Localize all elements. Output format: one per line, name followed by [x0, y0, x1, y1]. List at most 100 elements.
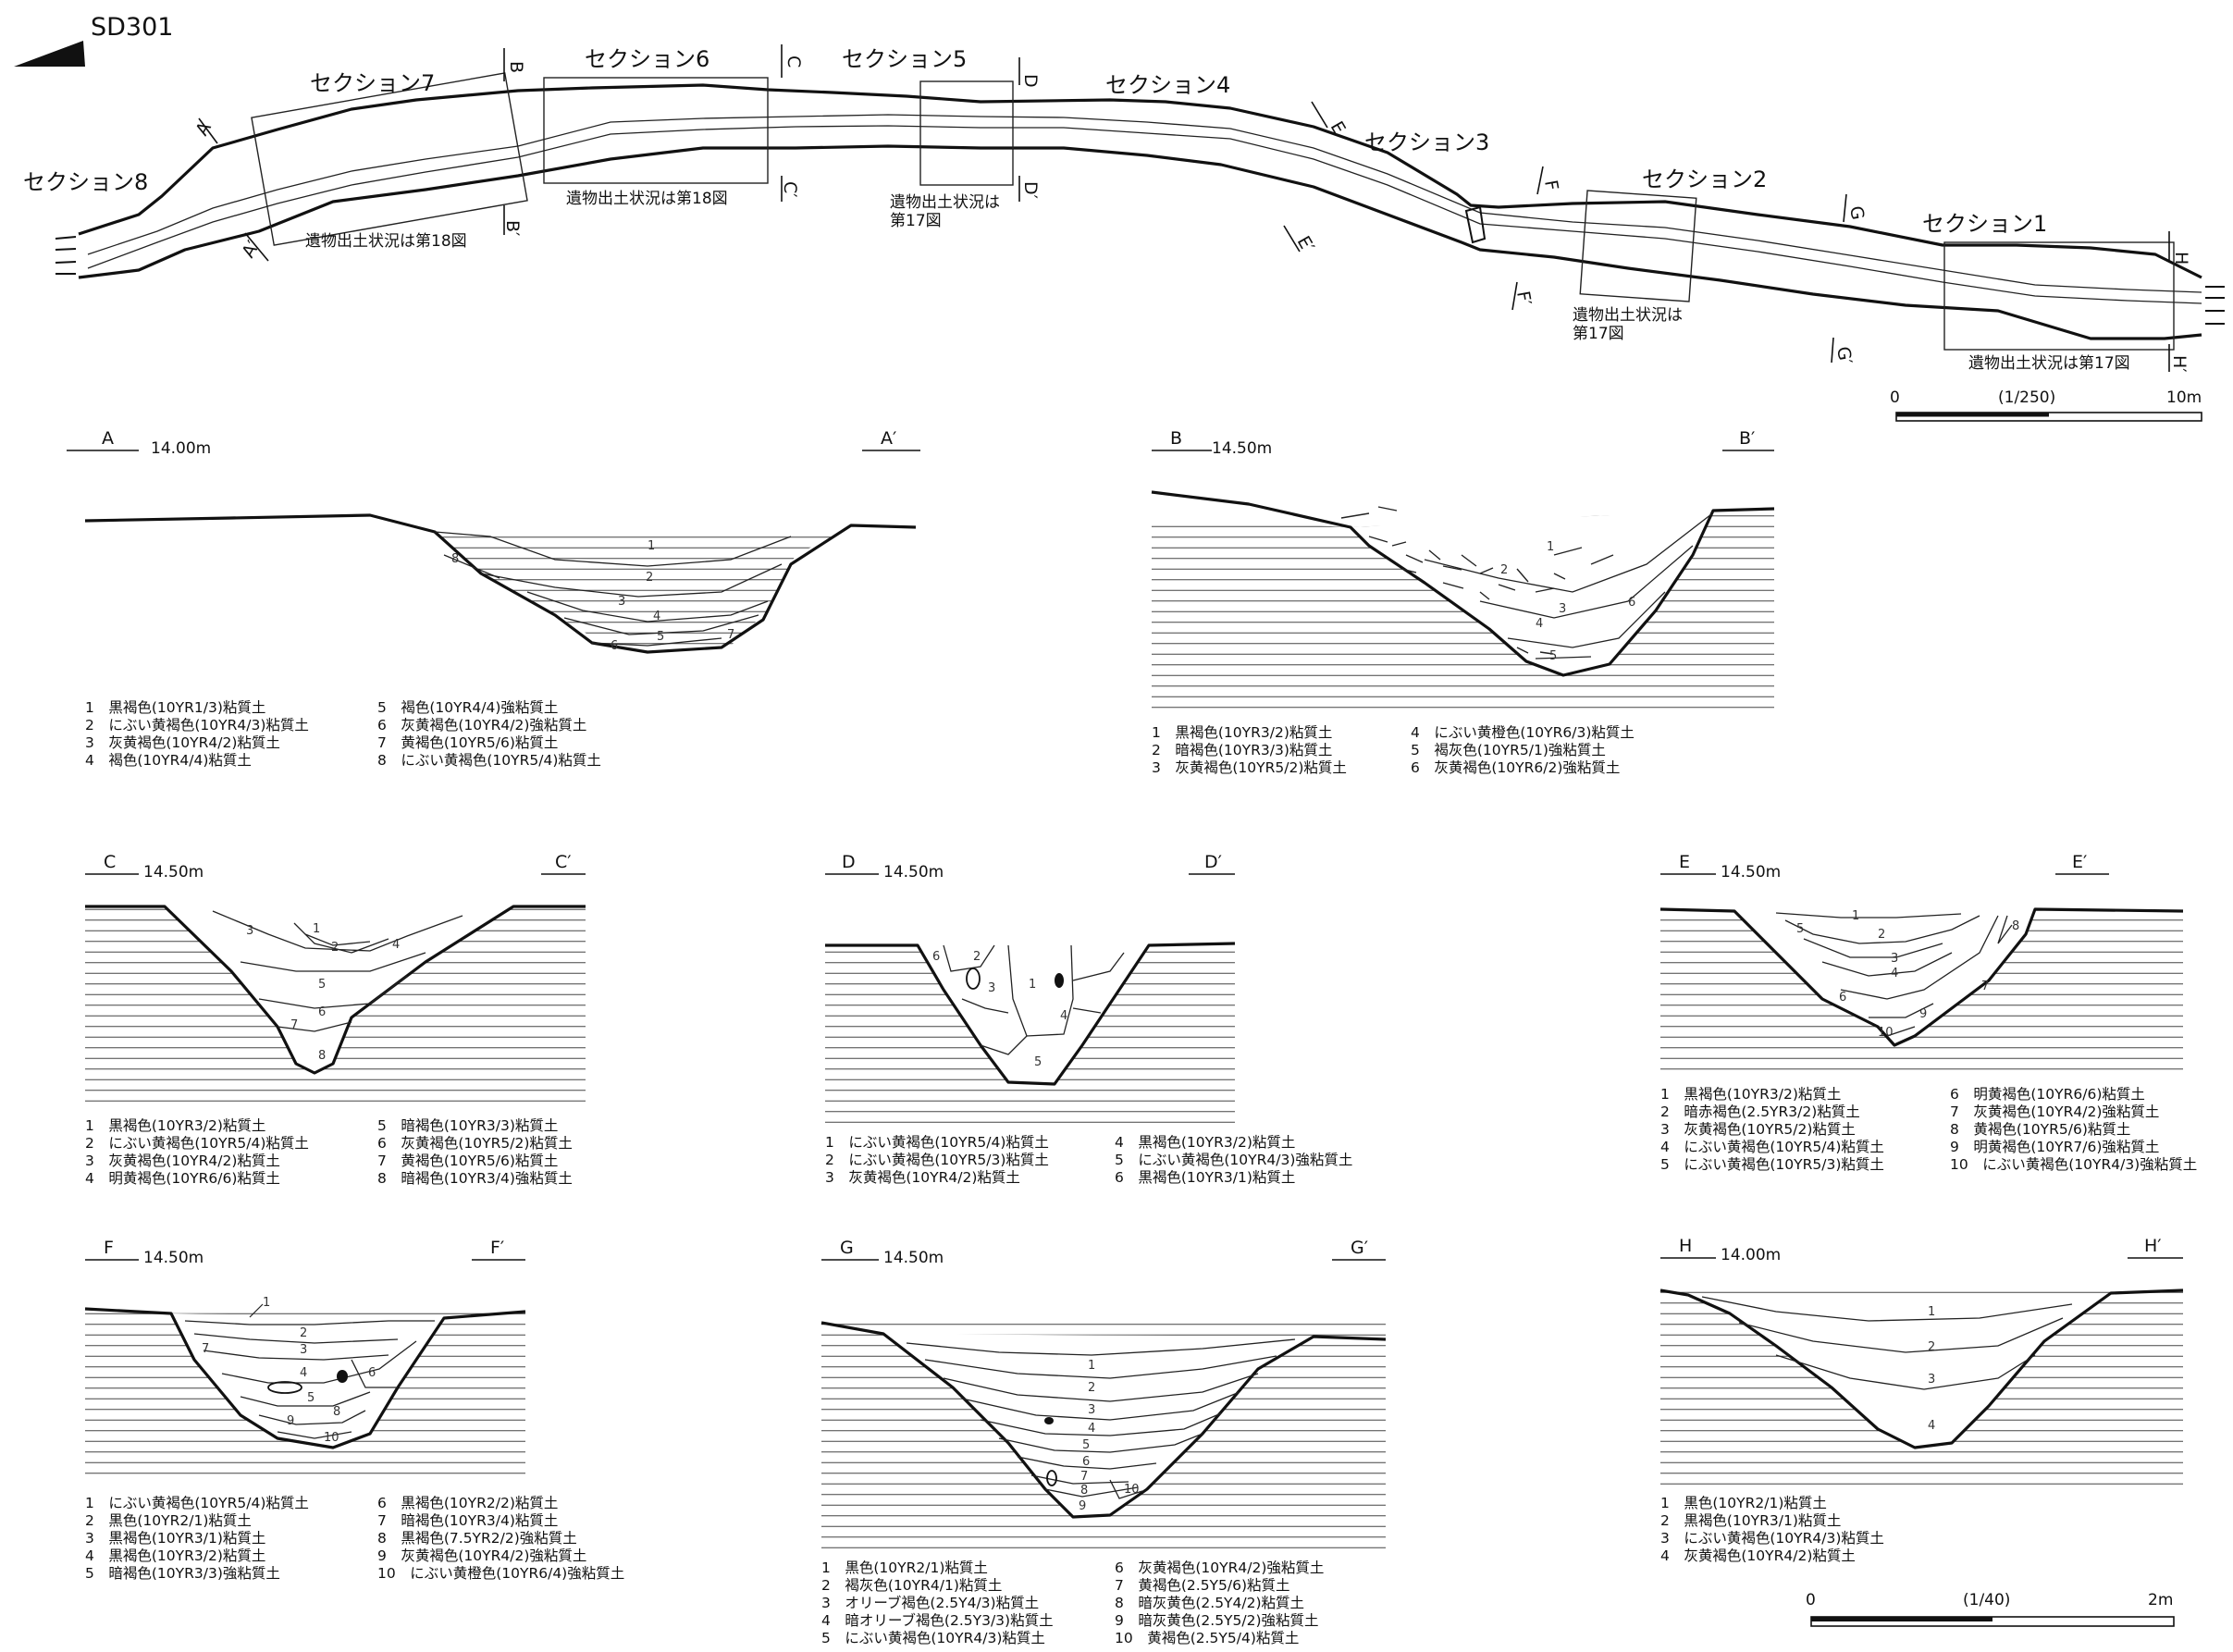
svg-text:10 黄褐色(2.5Y5/4)粘質土: 10 黄褐色(2.5Y5/4)粘質土 [1115, 1630, 1299, 1646]
svg-text:2 黒褐色(10YR3/1)粘質土: 2 黒褐色(10YR3/1)粘質土 [1660, 1512, 1841, 1529]
svg-text:6: 6 [1628, 596, 1635, 610]
svg-text:10m: 10m [2166, 388, 2202, 407]
layer-numbers: 1 2 3 4 5 6 7 8 [246, 922, 400, 1063]
svg-text:1 黒褐色(10YR1/3)粘質土: 1 黒褐色(10YR1/3)粘質土 [85, 699, 265, 716]
svg-text:4 灰黄褐色(10YR4/2)粘質土: 4 灰黄褐色(10YR4/2)粘質土 [1660, 1547, 1856, 1564]
svg-text:1 黒褐色(10YR3/2)粘質土: 1 黒褐色(10YR3/2)粘質土 [1152, 724, 1332, 741]
svg-text:3: 3 [1559, 602, 1566, 616]
svg-text:遺物出土状況は第18図: 遺物出土状況は第18図 [305, 232, 467, 251]
svg-text:3 オリーブ褐色(2.5Y4/3)粘質土: 3 オリーブ褐色(2.5Y4/3)粘質土 [821, 1594, 1039, 1611]
svg-text:2 にぶい黄褐色(10YR4/3)粘質土: 2 にぶい黄褐色(10YR4/3)粘質土 [85, 717, 309, 734]
cut-label: A [102, 428, 114, 449]
svg-text:1 黒色(10YR2/1)粘質土: 1 黒色(10YR2/1)粘質土 [821, 1560, 988, 1576]
svg-text:14.50m: 14.50m [143, 1249, 204, 1267]
svg-text:5: 5 [1082, 1438, 1090, 1452]
svg-text:5: 5 [1796, 922, 1804, 936]
layer-numbers: 1 2 3 4 5 6 7 8 9 10 [1079, 1359, 1140, 1513]
section-box-6 [543, 77, 769, 184]
svg-text:3 灰黄褐色(10YR4/2)粘質土: 3 灰黄褐色(10YR4/2)粘質土 [85, 734, 280, 751]
svg-text:G′: G′ [1351, 1238, 1368, 1258]
svg-text:1: 1 [1088, 1359, 1095, 1373]
svg-text:F: F [1540, 179, 1562, 192]
svg-text:F′: F′ [490, 1238, 504, 1258]
svg-text:1 黒褐色(10YR3/2)粘質土: 1 黒褐色(10YR3/2)粘質土 [1660, 1086, 1841, 1103]
profile-A: A A′ 14.00m 1 2 3 4 5 6 7 8 1 黒褐色(10YR1/… [67, 428, 920, 769]
section-box-2 [1579, 190, 1697, 302]
svg-text:E: E [1679, 852, 1690, 872]
section-box-7 [251, 72, 528, 246]
svg-text:14.50m: 14.50m [1212, 439, 1272, 458]
debris-marks [1340, 506, 1614, 655]
svg-text:9: 9 [1079, 1499, 1086, 1513]
svg-text:6 灰黄褐色(10YR5/2)粘質土: 6 灰黄褐色(10YR5/2)粘質土 [377, 1135, 573, 1152]
svg-text:6: 6 [932, 950, 940, 964]
stone-inclusion [267, 1381, 302, 1394]
stone-inclusion [966, 968, 981, 990]
svg-text:D′: D′ [1204, 852, 1222, 872]
stone-inclusion [1046, 1470, 1057, 1486]
svg-text:2: 2 [1878, 928, 1885, 942]
svg-text:5: 5 [307, 1391, 315, 1405]
svg-text:D′: D′ [1020, 181, 1041, 199]
section-6-label: セクション6 [585, 46, 709, 72]
plank-marker [1464, 205, 1487, 244]
feature-title: SD301 [91, 13, 173, 42]
svg-text:A′: A′ [238, 238, 264, 262]
svg-text:G: G [1845, 204, 1868, 221]
svg-text:4 にぶい黄橙色(10YR6/3)粘質土: 4 にぶい黄橙色(10YR6/3)粘質土 [1411, 724, 1635, 741]
section-box-5 [919, 80, 1014, 186]
svg-text:1 にぶい黄褐色(10YR5/4)粘質土: 1 にぶい黄褐色(10YR5/4)粘質土 [85, 1495, 309, 1511]
svg-text:H′: H′ [2144, 1236, 2162, 1256]
svg-text:10: 10 [1878, 1026, 1894, 1040]
svg-text:3 灰黄褐色(10YR5/2)粘質土: 3 灰黄褐色(10YR5/2)粘質土 [1152, 759, 1347, 776]
stone-inclusion [1055, 973, 1064, 988]
svg-text:1: 1 [1547, 540, 1554, 554]
svg-text:5 にぶい黄褐色(10YR5/3)粘質土: 5 にぶい黄褐色(10YR5/3)粘質土 [1660, 1156, 1884, 1173]
svg-text:1: 1 [313, 922, 320, 936]
svg-text:2: 2 [646, 571, 653, 585]
svg-text:14.50m: 14.50m [883, 1249, 944, 1267]
svg-text:6: 6 [1082, 1455, 1090, 1469]
svg-text:6: 6 [318, 1005, 326, 1019]
svg-text:6 黒褐色(10YR2/2)粘質土: 6 黒褐色(10YR2/2)粘質土 [377, 1495, 558, 1511]
svg-text:4 黒褐色(10YR3/2)粘質土: 4 黒褐色(10YR3/2)粘質土 [1115, 1134, 1295, 1151]
svg-text:遺物出土状況は第17図: 遺物出土状況は第17図 [1968, 354, 2130, 373]
svg-text:遺物出土状況は: 遺物出土状況は [1573, 306, 1683, 325]
svg-text:9: 9 [287, 1414, 294, 1428]
svg-text:1 黒褐色(10YR3/2)粘質土: 1 黒褐色(10YR3/2)粘質土 [85, 1117, 265, 1134]
svg-text:1: 1 [1029, 978, 1036, 992]
ditch-bottom-line [87, 114, 2202, 293]
layer-numbers: 1 2 3 4 5 6 [932, 950, 1067, 1069]
svg-text:1 にぶい黄褐色(10YR5/4)粘質土: 1 にぶい黄褐色(10YR5/4)粘質土 [825, 1134, 1049, 1151]
svg-text:2: 2 [1088, 1381, 1095, 1395]
svg-text:3: 3 [1891, 952, 1898, 966]
svg-text:(1/250): (1/250) [1998, 388, 2055, 407]
plan-scale-bar: 0 (1/250) 10m [1890, 388, 2202, 422]
layer-numbers: 1 2 3 4 [1928, 1305, 1935, 1433]
svg-text:遺物出土状況は第18図: 遺物出土状況は第18図 [566, 190, 728, 208]
svg-text:遺物出土状況は: 遺物出土状況は [890, 193, 1000, 212]
svg-text:6: 6 [368, 1366, 376, 1380]
elevation-label: 14.00m [151, 439, 211, 458]
svg-text:D: D [1020, 74, 1041, 88]
svg-text:C: C [783, 55, 804, 68]
svg-text:2m: 2m [2148, 1591, 2173, 1609]
svg-text:4: 4 [1891, 967, 1898, 980]
soil-legend: 1 黒褐色(10YR3/2)粘質土 2 暗褐色(10YR3/3)粘質土 3 灰黄… [1152, 724, 1635, 776]
svg-text:14.00m: 14.00m [1721, 1246, 1781, 1264]
svg-text:7 暗褐色(10YR3/4)粘質土: 7 暗褐色(10YR3/4)粘質土 [377, 1512, 558, 1529]
svg-text:5 褐色(10YR4/4)強粘質土: 5 褐色(10YR4/4)強粘質土 [377, 699, 558, 716]
layer-numbers: 1 2 3 4 5 6 7 8 [451, 539, 734, 653]
svg-text:10 にぶい黄褐色(10YR4/3)強粘質土: 10 にぶい黄褐色(10YR4/3)強粘質土 [1950, 1156, 2197, 1173]
profile-H: H H′ 14.00m 1 2 3 4 1 黒色(10YR2/1)粘質土 2 黒… [1659, 1236, 2184, 1564]
svg-text:2 暗赤褐色(2.5YR3/2)粘質土: 2 暗赤褐色(2.5YR3/2)粘質土 [1660, 1103, 1860, 1120]
svg-text:2: 2 [973, 950, 981, 964]
svg-text:H′: H′ [2169, 355, 2190, 373]
svg-text:7 黄褐色(10YR5/6)粘質土: 7 黄褐色(10YR5/6)粘質土 [377, 1153, 558, 1169]
svg-text:B: B [1170, 428, 1182, 449]
svg-text:6 灰黄褐色(10YR4/2)強粘質土: 6 灰黄褐色(10YR4/2)強粘質土 [377, 717, 586, 734]
profile-E: E E′ 14.50m 1 2 3 4 5 6 7 8 9 10 1 黒褐色(1… [1659, 852, 2197, 1173]
layer-numbers: 1 2 3 4 5 6 7 8 9 10 [202, 1296, 376, 1445]
svg-text:H: H [1679, 1236, 1692, 1256]
